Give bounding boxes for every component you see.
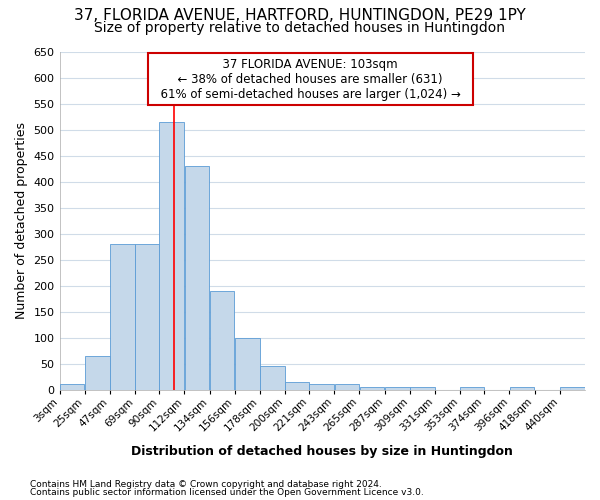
Bar (560, 387, 585, 390)
Bar (60, 384, 85, 390)
Bar (410, 387, 435, 390)
Y-axis label: Number of detached properties: Number of detached properties (15, 122, 28, 319)
Bar (160, 122, 184, 390)
Bar (260, 366, 285, 390)
Text: 37 FLORIDA AVENUE: 103sqm  
  ← 38% of detached houses are smaller (631)  
  61%: 37 FLORIDA AVENUE: 103sqm ← 38% of detac… (152, 58, 468, 100)
Bar (110, 244, 135, 390)
Text: 37, FLORIDA AVENUE, HARTFORD, HUNTINGDON, PE29 1PY: 37, FLORIDA AVENUE, HARTFORD, HUNTINGDON… (74, 8, 526, 22)
Text: Contains HM Land Registry data © Crown copyright and database right 2024.: Contains HM Land Registry data © Crown c… (30, 480, 382, 489)
Text: Size of property relative to detached houses in Huntingdon: Size of property relative to detached ho… (95, 21, 505, 35)
Bar (235, 338, 260, 390)
X-axis label: Distribution of detached houses by size in Huntingdon: Distribution of detached houses by size … (131, 444, 513, 458)
Bar (360, 387, 385, 390)
Bar (385, 387, 410, 390)
Bar (335, 384, 359, 390)
Bar (286, 382, 309, 390)
Bar (136, 244, 159, 390)
Text: Contains public sector information licensed under the Open Government Licence v3: Contains public sector information licen… (30, 488, 424, 497)
Bar (85, 356, 110, 390)
Bar (185, 166, 209, 390)
Bar (509, 387, 535, 390)
Bar (460, 387, 484, 390)
Bar (210, 291, 235, 390)
Bar (310, 384, 334, 390)
